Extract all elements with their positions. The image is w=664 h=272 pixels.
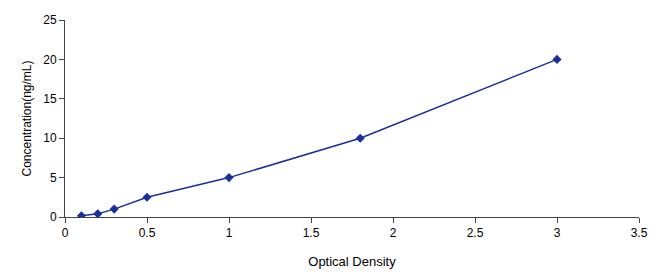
svg-text:3.5: 3.5 bbox=[631, 226, 648, 240]
svg-text:0: 0 bbox=[62, 226, 69, 240]
svg-text:Concentration(ng/mL): Concentration(ng/mL) bbox=[20, 60, 34, 176]
svg-text:Optical Density: Optical Density bbox=[308, 254, 396, 269]
svg-text:20: 20 bbox=[43, 53, 57, 67]
svg-text:5: 5 bbox=[50, 171, 57, 185]
svg-text:0: 0 bbox=[50, 210, 57, 224]
svg-text:1.5: 1.5 bbox=[303, 226, 320, 240]
svg-text:15: 15 bbox=[43, 92, 57, 106]
svg-text:2: 2 bbox=[390, 226, 397, 240]
svg-text:10: 10 bbox=[43, 131, 57, 145]
svg-text:25: 25 bbox=[43, 13, 57, 27]
svg-text:1: 1 bbox=[226, 226, 233, 240]
svg-text:2.5: 2.5 bbox=[467, 226, 484, 240]
svg-text:0.5: 0.5 bbox=[139, 226, 156, 240]
svg-text:3: 3 bbox=[554, 226, 561, 240]
